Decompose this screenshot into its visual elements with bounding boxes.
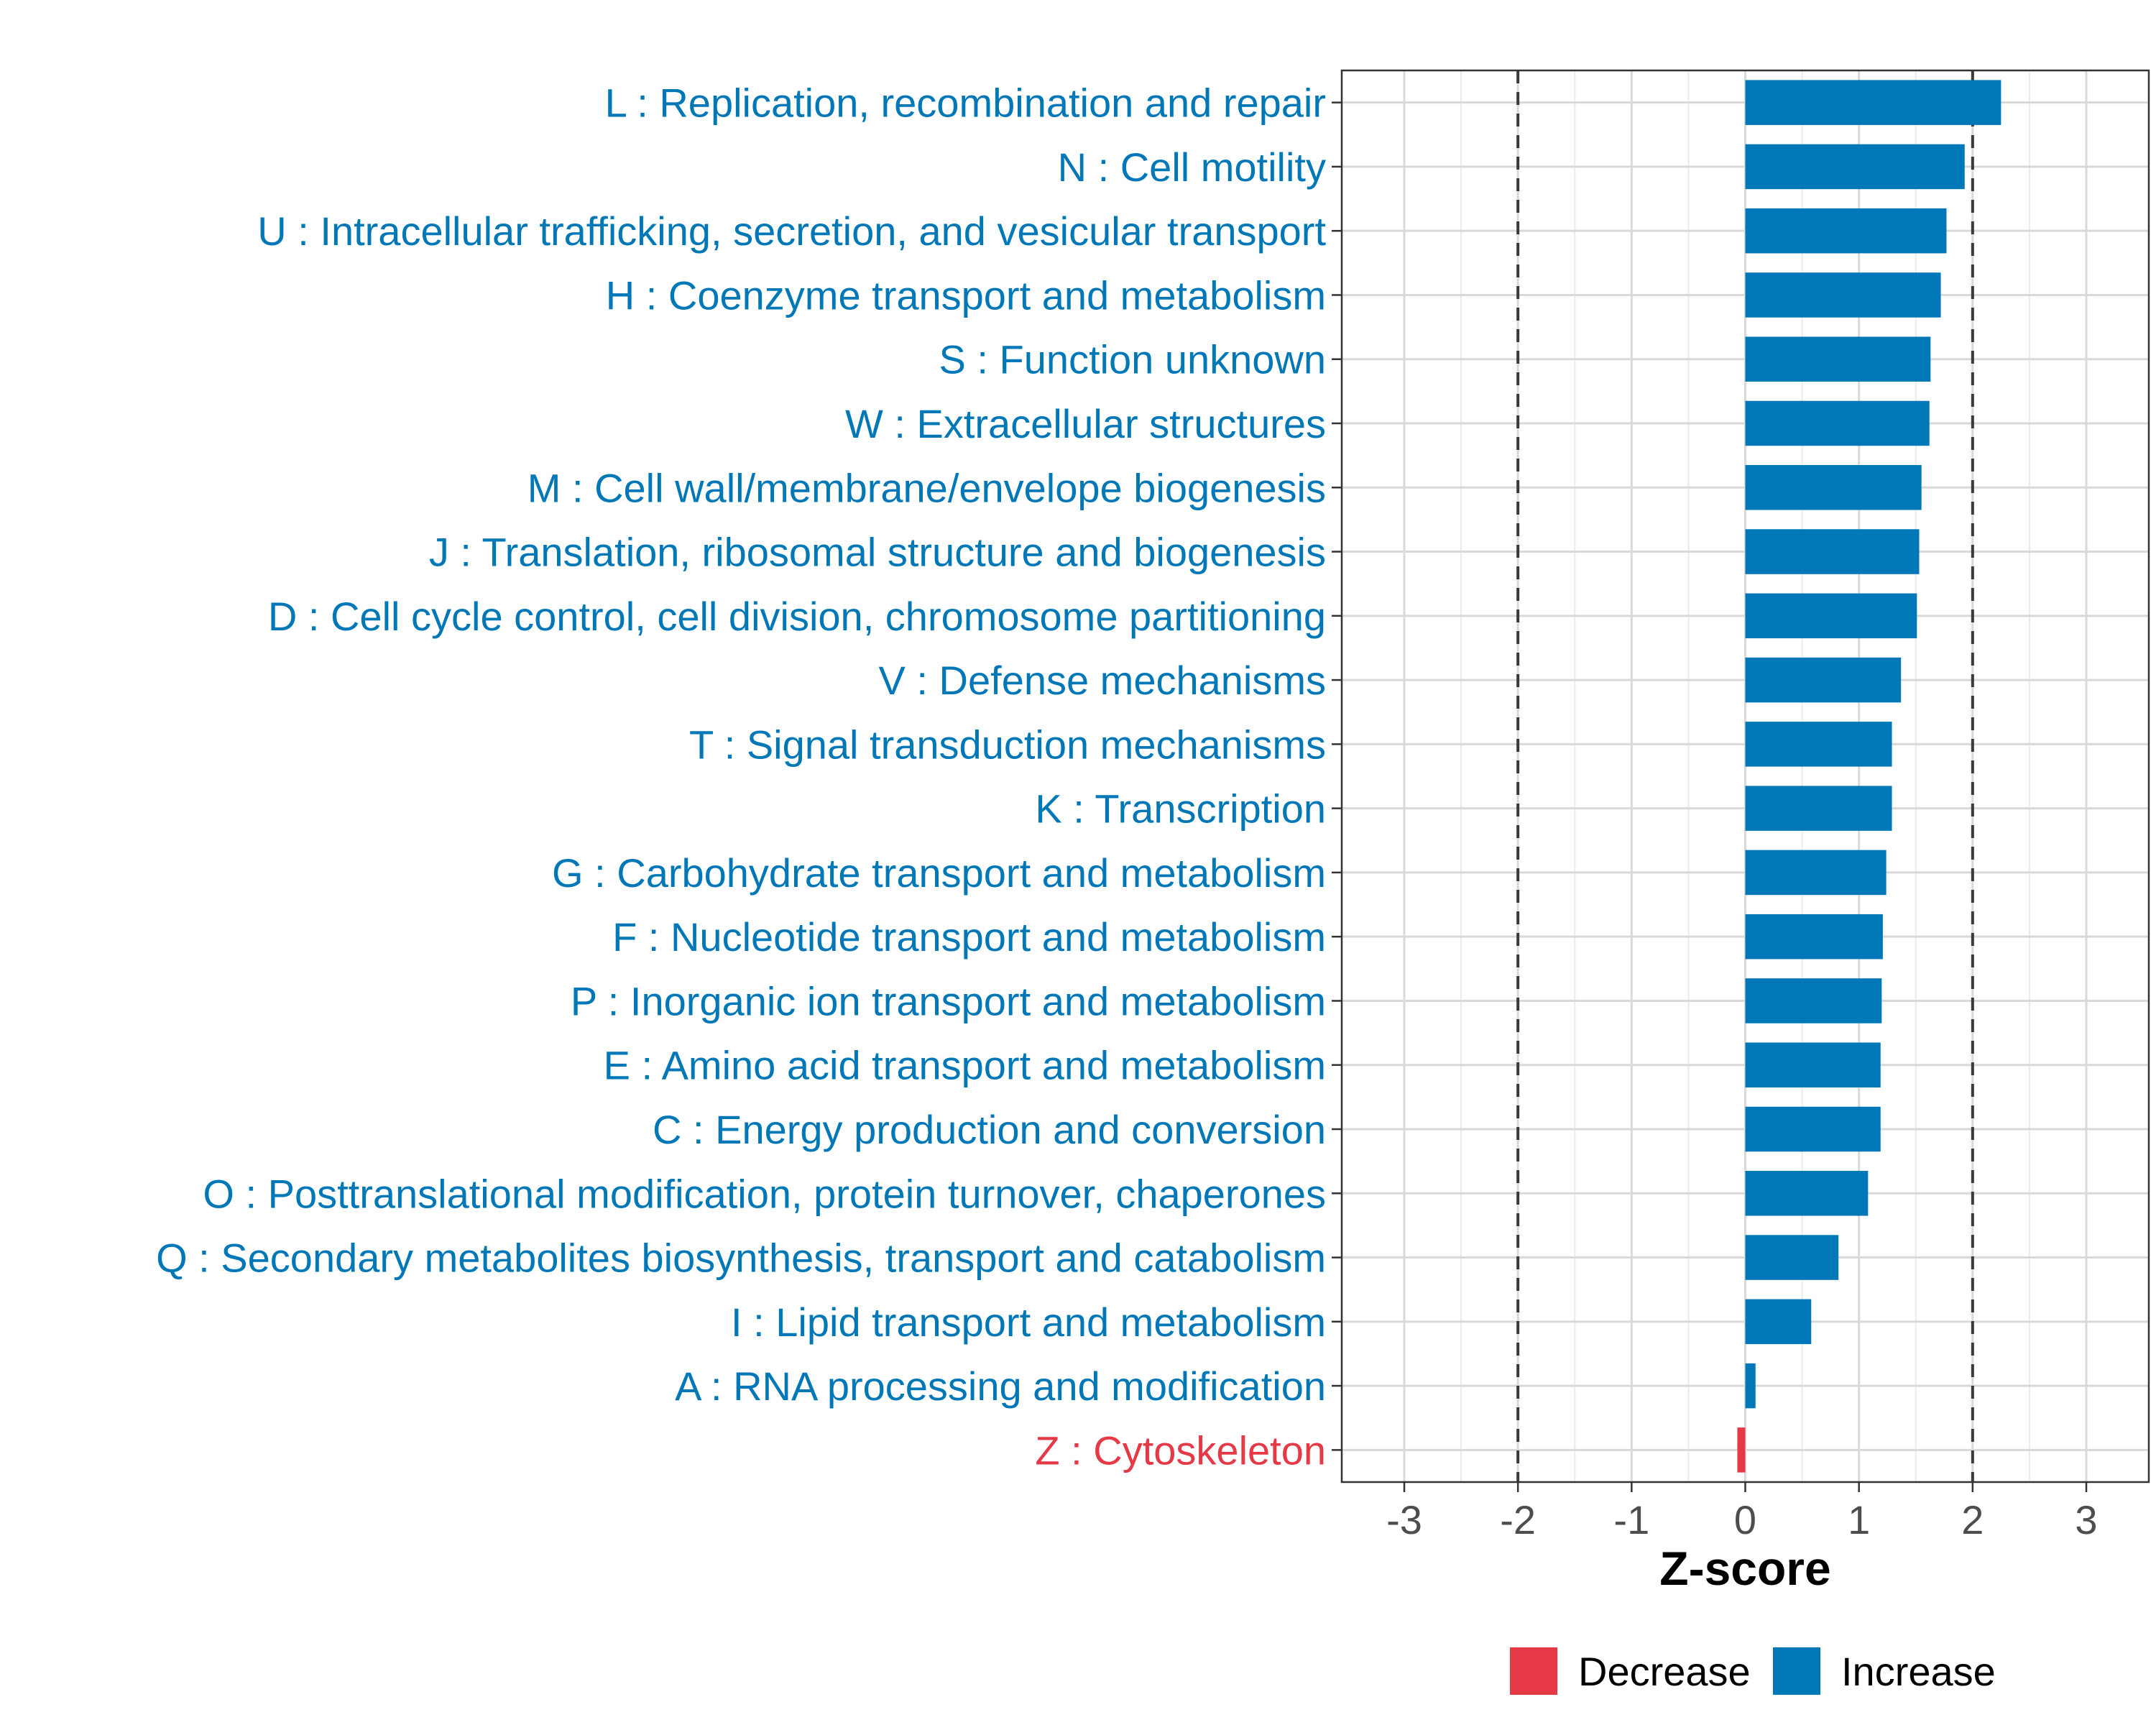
- category-label-12: G : Carbohydrate transport and metabolis…: [552, 850, 1326, 896]
- category-label-16: C : Energy production and conversion: [653, 1107, 1326, 1152]
- category-label-13: F : Nucleotide transport and metabolism: [612, 914, 1326, 960]
- x-tick-label-5: 2: [1961, 1497, 1984, 1542]
- category-label-7: J : Translation, ribosomal structure and…: [429, 530, 1326, 575]
- category-label-5: W : Extracellular structures: [845, 401, 1326, 446]
- category-label-0: L : Replication, recombination and repai…: [605, 80, 1326, 126]
- category-label-1: N : Cell motility: [1058, 144, 1326, 190]
- category-label-18: Q : Secondary metabolites biosynthesis, …: [156, 1236, 1326, 1281]
- x-axis-title: Z-score: [1659, 1542, 1830, 1595]
- bar-15: [1745, 1042, 1881, 1087]
- bar-8: [1745, 593, 1917, 639]
- category-label-8: D : Cell cycle control, cell division, c…: [268, 594, 1326, 639]
- legend-key-increase: [1773, 1647, 1820, 1695]
- category-label-9: V : Defense mechanisms: [879, 658, 1326, 703]
- x-tick-label-4: 1: [1848, 1497, 1870, 1542]
- category-label-19: I : Lipid transport and metabolism: [731, 1300, 1326, 1345]
- bar-7: [1745, 529, 1920, 574]
- x-tick-label-0: -3: [1386, 1497, 1422, 1542]
- category-label-21: Z : Cytoskeleton: [1035, 1427, 1326, 1473]
- bar-9: [1745, 657, 1902, 703]
- bar-16: [1745, 1106, 1881, 1152]
- x-tick-label-6: 3: [2075, 1497, 2097, 1542]
- bar-18: [1745, 1235, 1839, 1280]
- category-label-3: H : Coenzyme transport and metabolism: [606, 272, 1326, 318]
- legend-key-decrease: [1510, 1647, 1557, 1695]
- bar-3: [1745, 272, 1941, 318]
- bar-0: [1745, 80, 2001, 125]
- y-axis-ticks: L : Replication, recombination and repai…: [156, 80, 1342, 1473]
- category-label-6: M : Cell wall/membrane/envelope biogenes…: [528, 465, 1326, 510]
- x-tick-label-1: -2: [1500, 1497, 1536, 1542]
- bar-11: [1745, 786, 1892, 831]
- bar-13: [1745, 914, 1883, 960]
- bar-14: [1745, 978, 1882, 1024]
- x-tick-label-2: -1: [1613, 1497, 1649, 1542]
- category-label-2: U : Intracellular trafficking, secretion…: [257, 208, 1326, 254]
- category-label-11: K : Transcription: [1035, 786, 1326, 832]
- category-label-14: P : Inorganic ion transport and metaboli…: [571, 978, 1326, 1024]
- x-axis-ticks: -3 -2 -1 0 1 2 3: [1386, 1482, 2098, 1542]
- reference-lines: [1516, 70, 1974, 1482]
- category-label-4: S : Function unknown: [939, 337, 1326, 382]
- bar-4: [1745, 336, 1931, 382]
- x-tick-label-3: 0: [1734, 1497, 1756, 1542]
- bar-21: [1737, 1427, 1746, 1473]
- bar-12: [1745, 850, 1886, 896]
- legend: Decrease Increase: [1510, 1647, 1996, 1695]
- bar-6: [1745, 465, 1922, 510]
- bar-2: [1745, 208, 1947, 254]
- legend-label-decrease: Decrease: [1578, 1649, 1751, 1694]
- bar-1: [1745, 144, 1965, 190]
- category-label-10: T : Signal transduction mechanisms: [689, 722, 1326, 767]
- bar-10: [1745, 722, 1892, 767]
- bar-20: [1745, 1363, 1756, 1409]
- category-label-17: O : Posttranslational modification, prot…: [203, 1171, 1326, 1216]
- bar-19: [1745, 1299, 1812, 1345]
- legend-label-increase: Increase: [1841, 1649, 1996, 1694]
- category-label-15: E : Amino acid transport and metabolism: [604, 1043, 1326, 1088]
- bar-5: [1745, 400, 1930, 446]
- bars: [1737, 80, 2001, 1473]
- category-label-20: A : RNA processing and modification: [675, 1363, 1326, 1409]
- bar-17: [1745, 1171, 1869, 1216]
